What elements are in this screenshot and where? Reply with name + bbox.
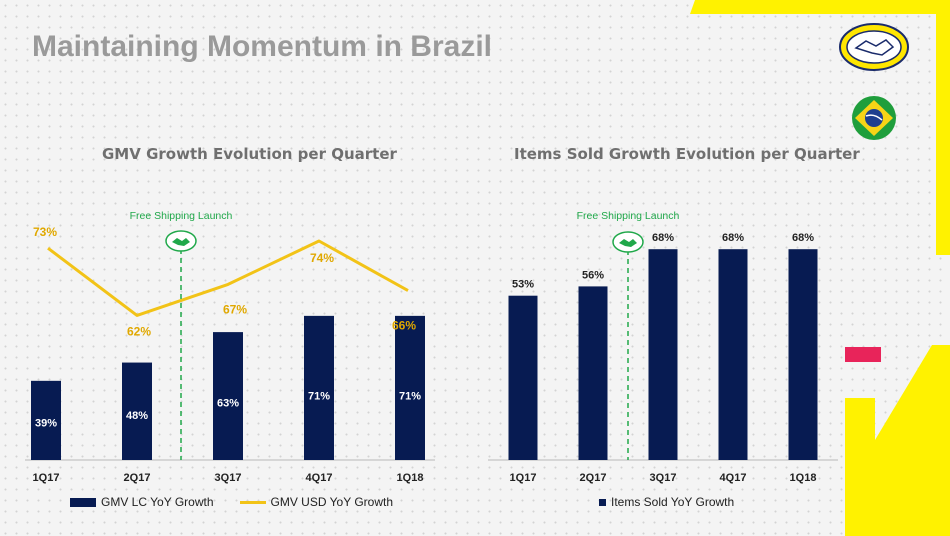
line-label-gmv-usd: 66% — [392, 319, 416, 333]
line-label-gmv-usd: 62% — [127, 324, 151, 338]
bar-label-items-sold: 56% — [582, 269, 604, 281]
line-label-gmv-usd: 67% — [223, 302, 247, 316]
x-tick-label: 3Q17 — [215, 472, 242, 484]
bar-label-items-sold: 68% — [792, 232, 814, 244]
handshake-icon — [612, 231, 644, 253]
handshake-icon — [165, 230, 197, 252]
gmv-legend: GMV LC YoY Growth GMV USD YoY Growth — [70, 495, 393, 509]
page-title: Maintaining Momentum in Brazil — [32, 30, 493, 63]
bar-gmv-lc — [304, 315, 334, 460]
bar-items-sold — [578, 286, 608, 460]
x-tick-label: 1Q18 — [397, 472, 424, 484]
legend-swatch-square — [599, 498, 606, 506]
line-label-gmv-usd: 74% — [310, 251, 334, 265]
x-tick-label: 3Q17 — [650, 472, 677, 484]
chart-title-items: Items Sold Growth Evolution per Quarter — [514, 145, 860, 163]
bar-items-sold — [718, 249, 748, 460]
line-gmv-usd — [47, 239, 409, 317]
handshake-icon-hands — [172, 238, 190, 246]
yellow-check-accent — [845, 345, 950, 536]
bar-items-sold — [508, 295, 538, 460]
bar-label-gmv-lc: 39% — [35, 418, 57, 430]
legend-item-lc: GMV LC YoY Growth — [70, 495, 214, 509]
bar-items-sold — [788, 249, 818, 460]
bar-gmv-lc — [31, 380, 61, 460]
x-tick-label: 1Q17 — [510, 472, 537, 484]
x-tick-label: 2Q17 — [124, 472, 151, 484]
legend-label-usd: GMV USD YoY Growth — [270, 495, 394, 509]
items-legend: Items Sold YoY Growth — [599, 495, 734, 509]
bar-label-gmv-lc: 71% — [399, 390, 421, 402]
bar-gmv-lc — [122, 362, 152, 460]
x-tick-label: 1Q17 — [33, 472, 60, 484]
legend-label-lc: GMV LC YoY Growth — [101, 495, 214, 509]
x-tick-label: 2Q17 — [580, 472, 607, 484]
bar-label-gmv-lc: 48% — [126, 410, 148, 422]
legend-swatch-bar — [70, 497, 96, 507]
handshake-icon-hands — [619, 239, 637, 247]
legend-item-usd: GMV USD YoY Growth — [239, 495, 394, 509]
legend-item-items: Items Sold YoY Growth — [599, 495, 734, 509]
chart-title-gmv: GMV Growth Evolution per Quarter — [102, 145, 397, 163]
bar-items-sold — [648, 249, 678, 460]
free-shipping-label: Free Shipping Launch — [577, 210, 680, 222]
bar-label-items-sold: 68% — [722, 232, 744, 244]
bar-label-items-sold: 68% — [652, 232, 674, 244]
bar-gmv-lc — [213, 332, 243, 460]
legend-swatch-line — [239, 500, 266, 504]
pink-dash-accent — [845, 347, 881, 362]
x-tick-label: 4Q17 — [720, 472, 747, 484]
bar-label-gmv-lc: 63% — [217, 397, 239, 409]
free-shipping-label: Free Shipping Launch — [130, 210, 233, 222]
bar-label-gmv-lc: 71% — [308, 390, 330, 402]
x-tick-label: 4Q17 — [306, 472, 333, 484]
line-label-gmv-usd: 73% — [33, 225, 57, 239]
bar-gmv-lc — [395, 315, 425, 460]
x-tick-label: 1Q18 — [790, 472, 817, 484]
bar-label-items-sold: 53% — [512, 279, 534, 291]
legend-label-items: Items Sold YoY Growth — [611, 495, 735, 509]
